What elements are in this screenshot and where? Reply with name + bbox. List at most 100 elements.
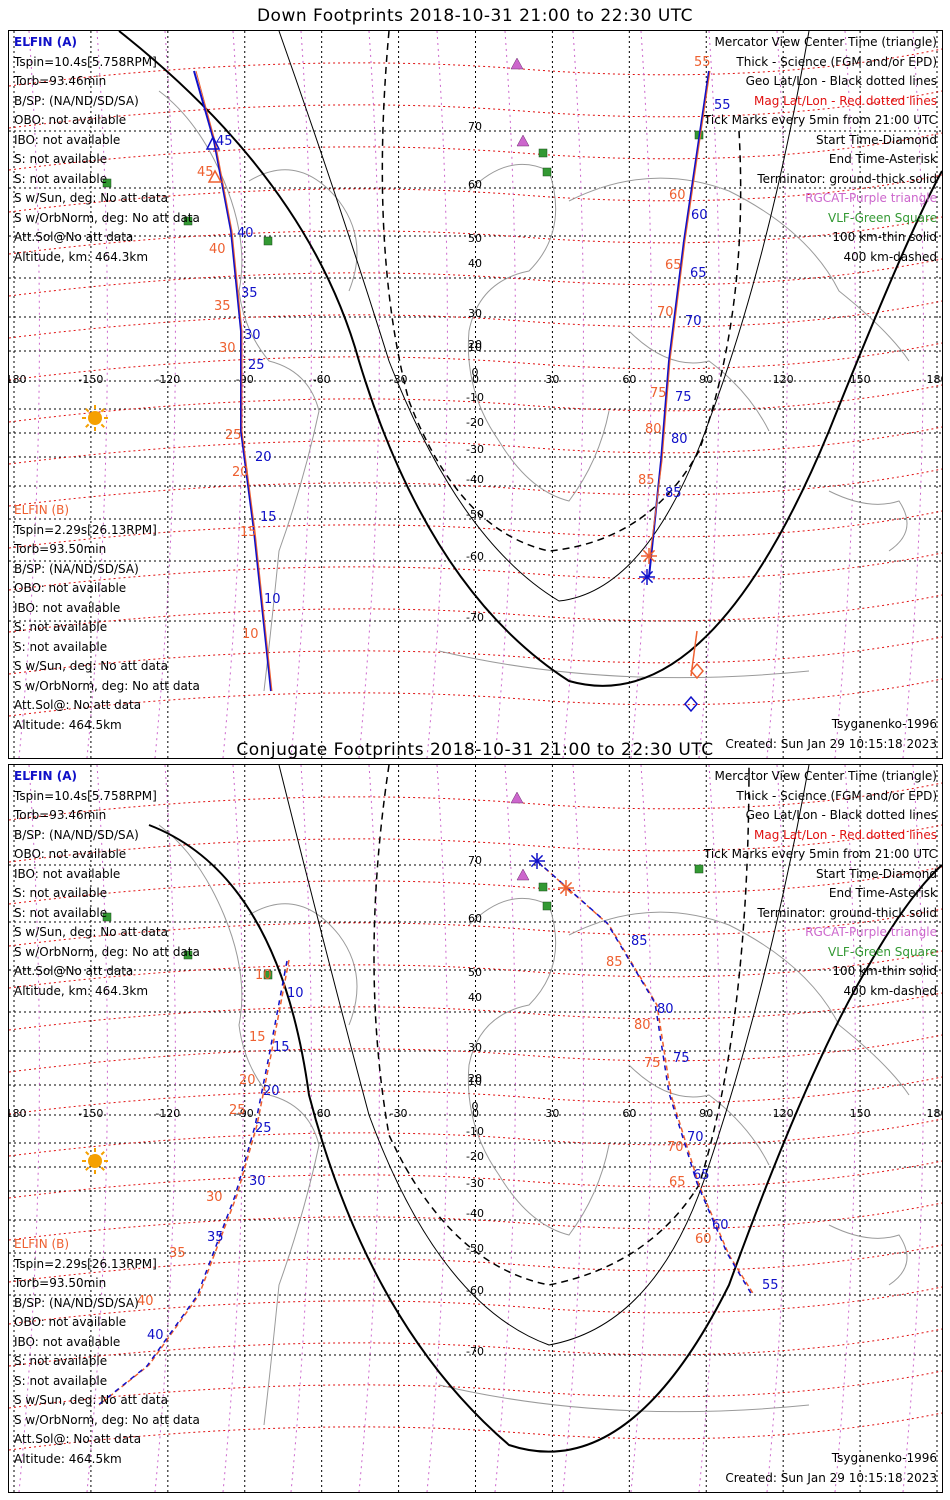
legend-item: Tick Marks every 5min from 21:00 UTC [703,113,937,127]
mag-lat-gridline [9,468,942,507]
legend-item: 100 km-thin solid [832,230,937,244]
vlf-square-icon [542,167,552,177]
legend-item: Mag Lat/Lon - Red dotted lines [753,93,937,108]
mag-lat-gridline [9,1160,942,1199]
lon-tick-label: -60 [313,373,331,386]
lat-tick-label: -70 [466,611,484,624]
panel-title: Conjugate Footprints 2018-10-31 21:00 to… [236,740,714,760]
info-line: S w/Sun, deg: No att data [14,925,168,939]
legend-item: RGCAT-Purple triangle [805,925,937,939]
elfin-a-track [193,70,272,692]
elfin-b-tick-label: 80 [645,422,662,437]
info-line: IBO: not available [14,132,121,147]
mag-lat-gridline [9,300,942,339]
lat-tick-label: -50 [466,508,484,521]
mag-lon-gridline [630,31,652,758]
mag-lat-gridline [9,866,942,905]
elfin-b-tick-label: 25 [225,428,242,443]
elfin-a-tick-label: 65 [693,1168,710,1183]
mag-lon-gridline [562,31,584,758]
info-line: Att.Sol@: No att data [14,698,142,712]
info-line: B/SP: (NA/ND/SD/SA) [14,93,139,108]
coastline [828,1224,908,1286]
info-line: S w/OrbNorm, deg: No att data [14,678,200,693]
info-line: IBO: not available [14,866,121,881]
info-line: Att.Sol@: No att data [14,1432,142,1446]
lat-tick-label: -40 [466,1207,484,1220]
mag-lat-gridline [9,552,942,591]
info-line: OBO: not available [14,847,127,861]
legend-item: 400 km-dashed [843,983,937,998]
lat-tick-label: -30 [466,443,484,456]
elfin-a-tick-label: 15 [273,1040,290,1055]
info-line: IBO: not available [14,1334,121,1349]
created-label: Created: Sun Jan 29 10:15:18 2023 [725,737,937,751]
mag-lat-gridline [9,950,942,989]
elfin-a-tick-label: 70 [687,1130,704,1145]
elfin-a-start-diamond-icon [684,695,698,713]
elfin-b-tick-label: 65 [669,1175,686,1190]
lon-tick-label: 90 [699,1107,713,1120]
lat-tick-label: 10 [468,1075,482,1088]
mag-lat-gridline [9,426,942,465]
info-line: Torb=93.50min [14,542,107,556]
elfin-a-header: ELFIN (A) [14,769,77,783]
vlf-square-icon [542,901,552,911]
lon-tick-label: 30 [545,373,559,386]
info-line: B/SP: (NA/ND/SD/SA) [14,1295,139,1310]
elfin-a-end-asterisk-icon [640,570,654,584]
mag-lon-gridline [902,765,924,1492]
mag-lat-gridline [9,510,942,549]
legend-item: Terminator: ground-thick solid [757,905,937,920]
legend-item: End Time-Asterisk [828,886,937,900]
lat-tick-label: 70 [468,120,482,133]
elfin-a-track [96,960,288,1407]
vlf-square-icon [694,864,704,874]
lon-tick-label: -120 [155,1107,180,1120]
sun-icon [88,1154,102,1168]
info-line: S: not available [14,1354,108,1368]
legend-item: 400 km-dashed [843,249,937,264]
elfin-b-tick-label: 45 [197,165,214,180]
elfin-a-tick-label: 65 [690,266,707,281]
mag-lon-gridline [290,31,312,758]
lon-tick-label: -60 [313,1107,331,1120]
lon-tick-label: 120 [773,1107,794,1120]
elfin-a-tick-label: 10 [264,592,281,607]
elfin-b-tick-label: 70 [657,305,674,320]
elfin-b-tick-label: 30 [219,341,236,356]
sun-ray [85,423,90,428]
lat-tick-label: -10 [466,391,484,404]
mag-lon-gridline [358,765,380,1492]
elfin-a-tick-label: 80 [671,432,688,447]
100km-contour [278,765,810,1346]
legend: Mercator View Center Time (triangle) Thi… [704,767,937,1001]
elfin-a-tick-label: 20 [255,450,272,465]
vlf-square-icon [183,950,193,960]
info-line: S w/Sun, deg: No att data [14,191,168,205]
elfin-a-tick-label: 70 [685,314,702,329]
info-line: S: not available [14,171,108,186]
lon-tick-label: 180 [927,373,943,386]
elfin-a-header: ELFIN (A) [14,35,77,49]
info-line: S: not available [14,905,108,920]
coastline [438,650,810,679]
lat-tick-label: 40 [468,257,482,270]
sun-ray [100,423,105,428]
elfin-b-tick-label: 20 [239,1073,256,1088]
elfin-a-tick-label: 85 [665,486,682,501]
lat-tick-label: 50 [468,232,482,245]
mag-lon-gridline [358,31,380,758]
coastline [467,163,610,502]
lat-tick-label: 60 [468,178,482,191]
sun-ray [100,1166,105,1171]
info-line: S w/OrbNorm, deg: No att data [14,1412,200,1427]
legend-item: End Time-Asterisk [828,152,937,166]
legend-item: Mag Lat/Lon - Red dotted lines [753,827,937,842]
panel-title: Down Footprints 2018-10-31 21:00 to 22:3… [256,6,694,26]
legend-item: Thick - Science (FGM and/or EPD) [736,54,937,69]
mag-lat-gridline [9,636,942,675]
400km-contour [381,31,742,552]
mag-lon-gridline [766,765,788,1492]
info-line: Tspin=10.4s[5.758RPM] [14,54,157,69]
